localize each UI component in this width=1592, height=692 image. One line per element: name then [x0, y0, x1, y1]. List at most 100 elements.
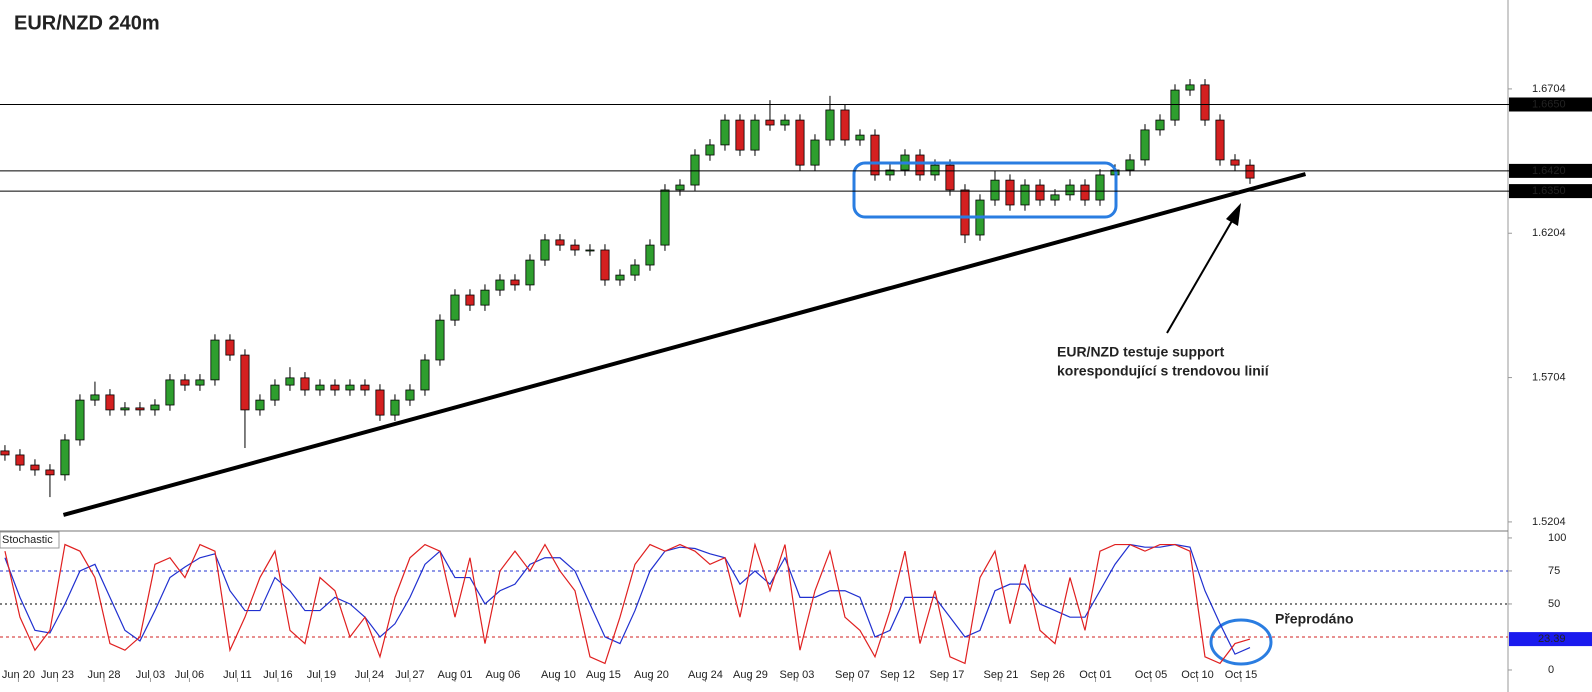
candle-body	[555, 239, 565, 246]
level-label-box	[1509, 184, 1592, 199]
y-tick-label: 1.6204	[1532, 227, 1566, 239]
candle-body	[840, 109, 850, 141]
candle-body	[15, 454, 25, 466]
x-tick-label: Sep 26	[1030, 669, 1065, 681]
x-tick-label: Jun 23	[41, 669, 74, 681]
candle-body	[1245, 164, 1255, 179]
candle-body	[1215, 119, 1225, 161]
candle-body	[1140, 129, 1150, 161]
candle-body	[750, 119, 760, 151]
arrow-head	[1226, 203, 1241, 226]
candle-body	[195, 379, 205, 386]
candle-body	[1185, 84, 1195, 91]
candle-body	[615, 274, 625, 281]
x-tick-label: Sep 07	[835, 669, 870, 681]
candle-body	[960, 189, 970, 236]
x-tick-label: Sep 03	[780, 669, 815, 681]
x-tick-label: Aug 20	[634, 669, 669, 681]
stochastic-line	[4, 543, 1251, 655]
candle-body	[135, 407, 145, 411]
x-tick-label: Oct 15	[1225, 669, 1257, 681]
level-label-box	[1509, 97, 1592, 112]
range-box	[852, 161, 1118, 219]
level-label: 1.6420	[1532, 165, 1566, 177]
annotation: korespondující s trendovou linií	[1057, 363, 1270, 379]
candle-body	[1200, 84, 1210, 121]
x-tick-label: Jul 03	[136, 669, 165, 681]
candle-body	[270, 384, 280, 401]
candle-body	[810, 139, 820, 166]
candle-body	[390, 399, 400, 416]
y-tick-label: 1.5704	[1532, 371, 1566, 383]
candle-body	[1035, 184, 1045, 201]
y-tick-label: 50	[1548, 598, 1560, 610]
x-tick-label: Oct 10	[1181, 669, 1213, 681]
candles	[0, 79, 1255, 498]
candle-body	[870, 134, 880, 176]
candle-body	[165, 379, 175, 406]
candle-body	[645, 244, 655, 266]
candle-body	[885, 169, 895, 176]
annotation: Přeprodáno	[1275, 611, 1354, 627]
candle-body	[0, 450, 10, 456]
candle-body	[930, 164, 940, 176]
x-tick-label: Aug 29	[733, 669, 768, 681]
current-value-label: 23.39	[1538, 633, 1566, 645]
x-tick-label: Jul 27	[395, 669, 424, 681]
x-tick-label: Jul 16	[263, 669, 292, 681]
stochastic-line	[4, 542, 1251, 665]
level-label-box	[1509, 163, 1592, 178]
candle-body	[765, 119, 775, 126]
candle-body	[150, 404, 160, 411]
candle-body	[435, 319, 445, 361]
candle-body	[240, 354, 250, 411]
chart-title: EUR/NZD 240m	[14, 12, 160, 34]
candle-body	[825, 109, 835, 141]
x-tick-label: Aug 10	[541, 669, 576, 681]
arrow-line	[1166, 213, 1237, 334]
candle-body	[210, 339, 220, 381]
trendline	[62, 172, 1307, 517]
candle-body	[285, 377, 295, 386]
level-label: 1.6350	[1532, 185, 1566, 197]
x-tick-label: Jul 06	[175, 669, 204, 681]
x-tick-label: Sep 17	[930, 669, 965, 681]
x-tick-label: Aug 06	[486, 669, 521, 681]
candle-body	[795, 119, 805, 166]
y-tick-label: 0	[1548, 664, 1554, 676]
x-tick-label: Oct 01	[1079, 669, 1111, 681]
current-value-box	[1509, 632, 1592, 647]
candle-body	[300, 377, 310, 391]
candle-body	[495, 279, 505, 291]
candle-body	[345, 384, 355, 391]
candle-body	[1170, 89, 1180, 121]
candle-body	[1095, 174, 1105, 201]
candle-body	[75, 399, 85, 441]
candle-body	[630, 264, 640, 276]
candle-body	[180, 379, 190, 386]
y-tick-label: 1.5204	[1532, 516, 1566, 528]
candle-body	[570, 244, 580, 251]
x-tick-label: Aug 01	[438, 669, 473, 681]
candle-body	[540, 239, 550, 261]
candle-body	[1005, 179, 1015, 206]
candle-body	[690, 154, 700, 186]
highlight-circle	[1209, 618, 1273, 666]
candle-body	[120, 407, 130, 411]
x-tick-label: Aug 24	[688, 669, 723, 681]
candle-body	[585, 249, 595, 252]
candle-body	[1020, 184, 1030, 206]
candle-body	[600, 249, 610, 281]
x-tick-label: Jul 24	[355, 669, 384, 681]
candle-body	[1080, 184, 1090, 201]
candle-body	[225, 339, 235, 356]
candle-body	[675, 184, 685, 191]
candle-body	[855, 134, 865, 141]
y-tick-label: 75	[1548, 565, 1560, 577]
candle-body	[450, 294, 460, 321]
candle-body	[720, 119, 730, 146]
candle-body	[705, 144, 715, 156]
level-label: 1.6650	[1532, 98, 1566, 110]
